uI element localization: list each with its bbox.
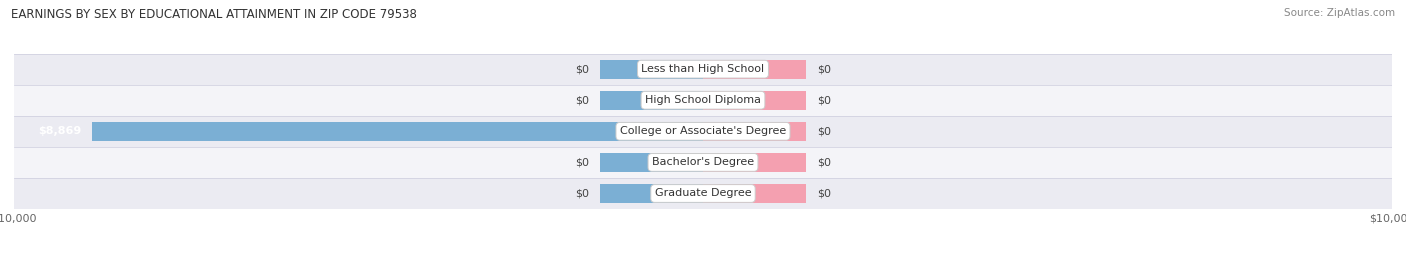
Text: Bachelor's Degree: Bachelor's Degree xyxy=(652,157,754,168)
Text: $0: $0 xyxy=(817,126,831,136)
Bar xyxy=(703,91,807,110)
Bar xyxy=(599,59,703,79)
Bar xyxy=(14,178,1392,209)
Legend: Male, Female: Male, Female xyxy=(637,266,769,268)
Text: $8,869: $8,869 xyxy=(38,126,82,136)
Text: $0: $0 xyxy=(575,95,589,105)
Bar xyxy=(599,153,703,172)
Bar xyxy=(14,54,1392,85)
Bar xyxy=(14,85,1392,116)
Text: EARNINGS BY SEX BY EDUCATIONAL ATTAINMENT IN ZIP CODE 79538: EARNINGS BY SEX BY EDUCATIONAL ATTAINMEN… xyxy=(11,8,418,21)
Bar xyxy=(703,153,807,172)
Bar xyxy=(14,116,1392,147)
Bar xyxy=(599,184,703,203)
Text: $0: $0 xyxy=(817,188,831,199)
Text: $0: $0 xyxy=(575,157,589,168)
Text: High School Diploma: High School Diploma xyxy=(645,95,761,105)
Bar xyxy=(91,122,703,141)
Bar xyxy=(703,122,807,141)
Bar xyxy=(14,147,1392,178)
Bar xyxy=(703,59,807,79)
Text: College or Associate's Degree: College or Associate's Degree xyxy=(620,126,786,136)
Text: Graduate Degree: Graduate Degree xyxy=(655,188,751,199)
Text: Less than High School: Less than High School xyxy=(641,64,765,74)
Text: Source: ZipAtlas.com: Source: ZipAtlas.com xyxy=(1284,8,1395,18)
Bar xyxy=(599,91,703,110)
Bar xyxy=(703,184,807,203)
Text: $0: $0 xyxy=(817,95,831,105)
Text: $0: $0 xyxy=(817,157,831,168)
Text: $0: $0 xyxy=(575,64,589,74)
Text: $0: $0 xyxy=(575,188,589,199)
Text: $0: $0 xyxy=(817,64,831,74)
